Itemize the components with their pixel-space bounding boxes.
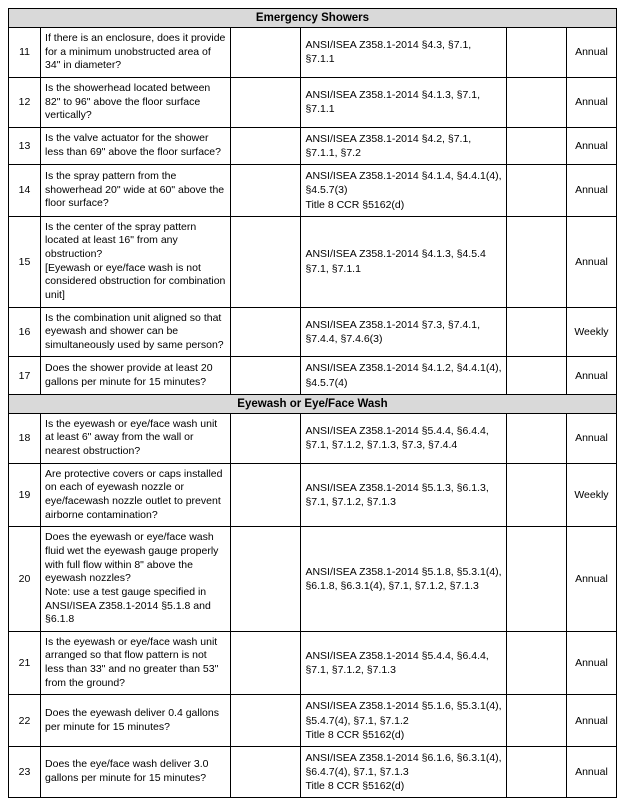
row-number: 13 xyxy=(9,127,41,164)
frequency-cell: Annual xyxy=(566,695,616,747)
blank-cell-2 xyxy=(506,165,566,217)
blank-cell-1 xyxy=(231,746,301,798)
row-number: 23 xyxy=(9,746,41,798)
blank-cell-1 xyxy=(231,527,301,631)
blank-cell-2 xyxy=(506,127,566,164)
reference-cell: ANSI/ISEA Z358.1-2014 §4.1.3, §4.5.4 §7.… xyxy=(301,216,506,307)
blank-cell-2 xyxy=(506,216,566,307)
question-cell: If there is an enclosure, does it provid… xyxy=(41,28,231,78)
table-row: 20Does the eyewash or eye/face wash flui… xyxy=(9,527,617,631)
row-number: 12 xyxy=(9,77,41,127)
table-row: 17Does the shower provide at least 20 ga… xyxy=(9,357,617,394)
table-row: 11If there is an enclosure, does it prov… xyxy=(9,28,617,78)
blank-cell-1 xyxy=(231,463,301,527)
frequency-cell: Annual xyxy=(566,127,616,164)
row-number: 21 xyxy=(9,631,41,695)
question-cell: Is the spray pattern from the showerhead… xyxy=(41,165,231,217)
table-row: 22Does the eyewash deliver 0.4 gallons p… xyxy=(9,695,617,747)
row-number: 17 xyxy=(9,357,41,394)
blank-cell-2 xyxy=(506,77,566,127)
question-cell: Does the shower provide at least 20 gall… xyxy=(41,357,231,394)
row-number: 14 xyxy=(9,165,41,217)
blank-cell-1 xyxy=(231,413,301,463)
blank-cell-1 xyxy=(231,127,301,164)
blank-cell-2 xyxy=(506,746,566,798)
reference-cell: ANSI/ISEA Z358.1-2014 §4.1.3, §7.1, §7.1… xyxy=(301,77,506,127)
reference-cell: ANSI/ISEA Z358.1-2014 §5.1.3, §6.1.3, §7… xyxy=(301,463,506,527)
frequency-cell: Annual xyxy=(566,631,616,695)
frequency-cell: Weekly xyxy=(566,463,616,527)
frequency-cell: Annual xyxy=(566,357,616,394)
question-cell: Is the center of the spray pattern locat… xyxy=(41,216,231,307)
blank-cell-1 xyxy=(231,695,301,747)
table-row: 12Is the showerhead located between 82" … xyxy=(9,77,617,127)
row-number: 11 xyxy=(9,28,41,78)
row-number: 18 xyxy=(9,413,41,463)
frequency-cell: Annual xyxy=(566,216,616,307)
blank-cell-2 xyxy=(506,527,566,631)
question-cell: Is the valve actuator for the shower les… xyxy=(41,127,231,164)
blank-cell-1 xyxy=(231,307,301,357)
row-number: 19 xyxy=(9,463,41,527)
frequency-cell: Annual xyxy=(566,28,616,78)
reference-cell: ANSI/ISEA Z358.1-2014 §5.4.4, §6.4.4, §7… xyxy=(301,631,506,695)
blank-cell-2 xyxy=(506,307,566,357)
frequency-cell: Annual xyxy=(566,413,616,463)
blank-cell-2 xyxy=(506,357,566,394)
frequency-cell: Annual xyxy=(566,165,616,217)
reference-cell: ANSI/ISEA Z358.1-2014 §4.2, §7.1, §7.1.1… xyxy=(301,127,506,164)
row-number: 16 xyxy=(9,307,41,357)
table-row: 21Is the eyewash or eye/face wash unit a… xyxy=(9,631,617,695)
reference-cell: ANSI/ISEA Z358.1-2014 §5.1.8, §5.3.1(4),… xyxy=(301,527,506,631)
checklist-table: Emergency Showers11If there is an enclos… xyxy=(8,8,617,798)
row-number: 15 xyxy=(9,216,41,307)
frequency-cell: Annual xyxy=(566,527,616,631)
table-row: 23Does the eye/face wash deliver 3.0 gal… xyxy=(9,746,617,798)
question-cell: Is the combination unit aligned so that … xyxy=(41,307,231,357)
question-cell: Does the eyewash or eye/face wash fluid … xyxy=(41,527,231,631)
blank-cell-2 xyxy=(506,463,566,527)
question-cell: Does the eyewash deliver 0.4 gallons per… xyxy=(41,695,231,747)
reference-cell: ANSI/ISEA Z358.1-2014 §5.4.4, §6.4.4, §7… xyxy=(301,413,506,463)
question-cell: Are protective covers or caps installed … xyxy=(41,463,231,527)
reference-cell: ANSI/ISEA Z358.1-2014 §4.1.4, §4.4.1(4),… xyxy=(301,165,506,217)
table-row: 13Is the valve actuator for the shower l… xyxy=(9,127,617,164)
frequency-cell: Weekly xyxy=(566,307,616,357)
table-row: 18Is the eyewash or eye/face wash unit a… xyxy=(9,413,617,463)
blank-cell-1 xyxy=(231,165,301,217)
row-number: 22 xyxy=(9,695,41,747)
blank-cell-1 xyxy=(231,631,301,695)
reference-cell: ANSI/ISEA Z358.1-2014 §7.3, §7.4.1, §7.4… xyxy=(301,307,506,357)
blank-cell-1 xyxy=(231,216,301,307)
blank-cell-2 xyxy=(506,413,566,463)
blank-cell-2 xyxy=(506,631,566,695)
question-cell: Is the showerhead located between 82" to… xyxy=(41,77,231,127)
question-cell: Is the eyewash or eye/face wash unit at … xyxy=(41,413,231,463)
question-cell: Does the eye/face wash deliver 3.0 gallo… xyxy=(41,746,231,798)
blank-cell-2 xyxy=(506,28,566,78)
reference-cell: ANSI/ISEA Z358.1-2014 §5.1.6, §5.3.1(4),… xyxy=(301,695,506,747)
table-row: 14Is the spray pattern from the showerhe… xyxy=(9,165,617,217)
blank-cell-2 xyxy=(506,695,566,747)
table-row: 19Are protective covers or caps installe… xyxy=(9,463,617,527)
section-header: Eyewash or Eye/Face Wash xyxy=(9,394,617,413)
frequency-cell: Annual xyxy=(566,77,616,127)
frequency-cell: Annual xyxy=(566,746,616,798)
reference-cell: ANSI/ISEA Z358.1-2014 §4.1.2, §4.4.1(4),… xyxy=(301,357,506,394)
section-header: Emergency Showers xyxy=(9,9,617,28)
table-row: 16Is the combination unit aligned so tha… xyxy=(9,307,617,357)
reference-cell: ANSI/ISEA Z358.1-2014 §4.3, §7.1, §7.1.1 xyxy=(301,28,506,78)
blank-cell-1 xyxy=(231,357,301,394)
row-number: 20 xyxy=(9,527,41,631)
question-cell: Is the eyewash or eye/face wash unit arr… xyxy=(41,631,231,695)
blank-cell-1 xyxy=(231,28,301,78)
reference-cell: ANSI/ISEA Z358.1-2014 §6.1.6, §6.3.1(4),… xyxy=(301,746,506,798)
blank-cell-1 xyxy=(231,77,301,127)
table-row: 15Is the center of the spray pattern loc… xyxy=(9,216,617,307)
